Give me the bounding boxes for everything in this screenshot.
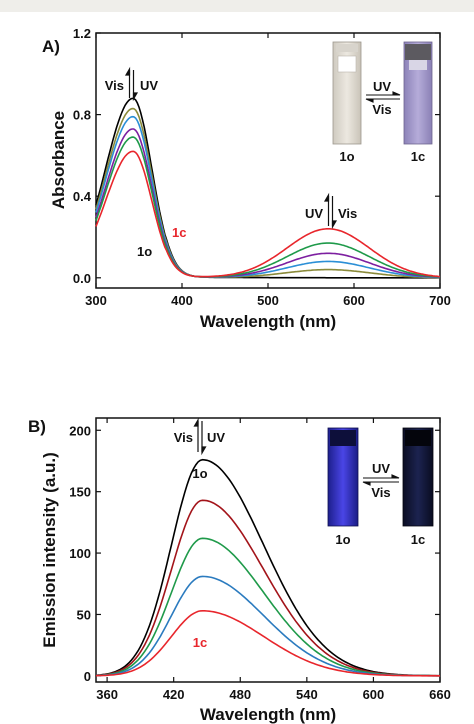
- panel-a-inset: UV Vis 1o 1c: [332, 41, 433, 164]
- panel-b-vis-label: Vis: [174, 430, 193, 445]
- y-tick-label: 200: [69, 423, 91, 438]
- panel-b-ticks: 360 420 480 540 600 660 0 50 100 150 200: [69, 418, 451, 702]
- x-tick-label: 420: [163, 687, 185, 702]
- panel-b-frame: [95, 417, 441, 683]
- panel-b-series-line-5: [95, 610, 440, 677]
- panel-a-1c-label: 1c: [172, 225, 186, 240]
- panel-a-inset-caption-1o: 1o: [339, 149, 354, 164]
- y-tick-label: 0.0: [73, 271, 91, 286]
- vial-colorless-cap-icon: [336, 44, 358, 52]
- panel-a-x-axis-label: Wavelength (nm): [200, 312, 336, 331]
- panel-a-uv-label-left: UV: [140, 78, 158, 93]
- y-tick-label: 50: [77, 607, 91, 622]
- panel-a-vis-label-right: Vis: [338, 206, 357, 221]
- panel-b-inset-caption-1o: 1o: [335, 532, 350, 547]
- x-tick-label: 500: [257, 293, 279, 308]
- panel-b-1o-label: 1o: [192, 466, 207, 481]
- panel-a-inset-vis: Vis: [372, 102, 391, 117]
- panel-a-series-line-5: [95, 136, 441, 278]
- x-tick-label: 700: [429, 293, 451, 308]
- x-tick-label: 480: [229, 687, 251, 702]
- panel-a-inset-caption-1c: 1c: [411, 149, 425, 164]
- x-tick-label: 600: [343, 293, 365, 308]
- vial-purple-label-icon: [409, 60, 427, 70]
- panel-a-double-arrow-right-icon: [323, 192, 338, 230]
- panel-a-curves: [95, 97, 441, 279]
- x-tick-label: 300: [85, 293, 107, 308]
- x-tick-label: 660: [429, 687, 451, 702]
- panel-a-uv-label-right: UV: [305, 206, 323, 221]
- panel-a-series-line-4: [95, 128, 441, 278]
- vial-dark-cap-icon: [405, 430, 431, 446]
- panel-b-x-axis-label: Wavelength (nm): [200, 705, 336, 724]
- x-tick-label: 600: [363, 687, 385, 702]
- panel-b-inset-uv: UV: [372, 461, 390, 476]
- panel-b-y-axis-label: Emission intensity (a.u.): [40, 452, 59, 648]
- y-tick-label: 0.8: [73, 108, 91, 123]
- panel-b-curves: [95, 458, 440, 677]
- panel-b-series-line-2: [95, 499, 440, 677]
- panel-b-double-arrow-icon: [193, 417, 207, 456]
- x-tick-label: 540: [296, 687, 318, 702]
- panel-b-inset-caption-1c: 1c: [411, 532, 425, 547]
- panel-b-uv-label: UV: [207, 430, 225, 445]
- top-strip: [0, 0, 474, 12]
- panel-a-vis-label-left: Vis: [105, 78, 124, 93]
- y-tick-label: 1.2: [73, 26, 91, 41]
- y-tick-label: 0.4: [73, 189, 92, 204]
- x-tick-label: 360: [96, 687, 118, 702]
- panel-a-label: A): [42, 37, 60, 56]
- panel-a-double-arrow-left-icon: [124, 66, 139, 102]
- panel-a-inset-uv: UV: [373, 79, 391, 94]
- panel-a-series-line-6: [95, 150, 441, 278]
- panel-a-series-line-2: [95, 107, 440, 279]
- vial-purple-cap-icon: [405, 44, 431, 60]
- vial-colorless-label-icon: [337, 55, 357, 73]
- panel-b-1c-label: 1c: [193, 635, 207, 650]
- panel-a-1o-label: 1o: [137, 244, 152, 259]
- panel-b-inset-arrows-icon: [362, 474, 400, 486]
- panel-a-chart: A) 300 400 500 600 700 0.0 0.4 0.8 1.2 Wavelengt…: [42, 26, 451, 331]
- panel-a-y-axis-label: Absorbance: [49, 111, 68, 209]
- panel-a-inset-arrows-icon: [365, 91, 401, 103]
- y-tick-label: 100: [69, 546, 91, 561]
- panel-a-series-line-3: [95, 115, 441, 279]
- panel-b-label: B): [28, 417, 46, 436]
- x-tick-label: 400: [171, 293, 193, 308]
- panel-b-inset-vis: Vis: [371, 485, 390, 500]
- panel-b-chart: B) 360 420 480 540 600 660 0 50 100 150 200 Wavele…: [28, 417, 451, 724]
- y-tick-label: 0: [84, 669, 91, 684]
- panel-b-inset: UV Vis 1o 1c: [327, 427, 434, 547]
- panel-a-series-line-1: [95, 97, 440, 279]
- panel-b-series-line-4: [95, 575, 440, 677]
- vial-blue-cap-icon: [330, 430, 356, 446]
- y-tick-label: 150: [69, 485, 91, 500]
